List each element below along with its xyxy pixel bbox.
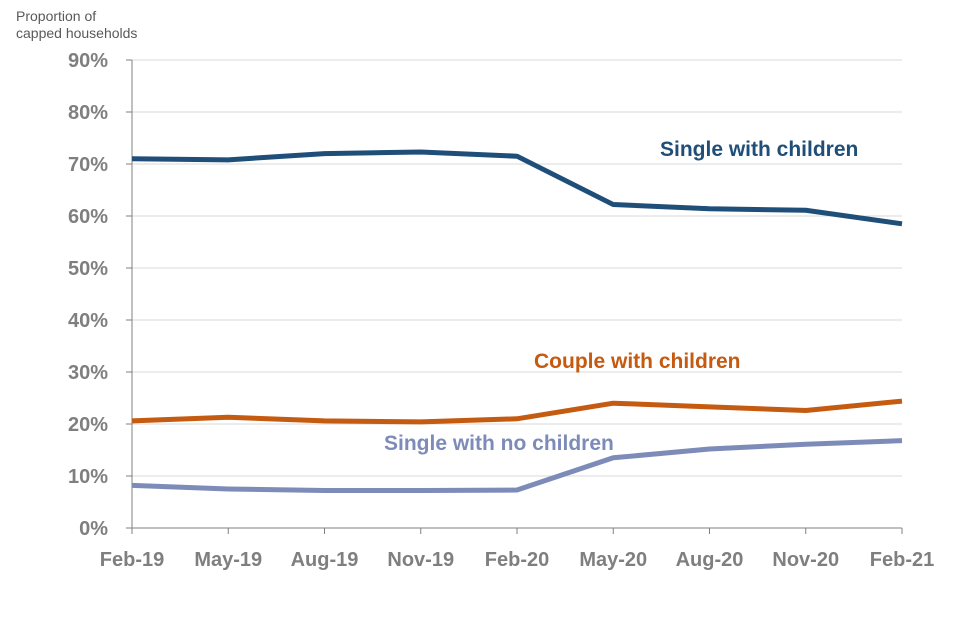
x-tick-label: Feb-21 [870,549,934,571]
y-tick-label: 30% [68,362,108,384]
axes [126,59,903,534]
y-tick-label: 80% [68,102,108,124]
y-tick-label: 40% [68,310,108,332]
x-tick-label: Nov-20 [772,549,839,571]
y-tick-label: 50% [68,258,108,280]
y-axis-title-line-1: Proportion of [16,8,96,24]
x-tick-label: May-20 [579,549,647,571]
x-tick-label: Nov-19 [387,549,454,571]
series-lines [131,149,903,494]
gridlines [132,59,902,477]
x-tick-label: Feb-20 [485,549,549,571]
y-tick-label: 70% [68,154,108,176]
x-tick-label: Aug-19 [291,549,359,571]
series-labels: Single with children Couple with childre… [384,138,858,455]
x-tick-labels: Feb-19 May-19 Aug-19 Nov-19 Feb-20 May-20 Aug-… [100,549,934,571]
y-tick-label: 20% [68,414,108,436]
y-axis-title: Proportion of capped households [16,8,137,41]
series-label-single-with-no-children: Single with no children [384,432,614,455]
y-tick-label: 90% [68,50,108,72]
x-tick-label: May-19 [194,549,262,571]
series-line-single-with-children [131,149,903,227]
y-tick-label: 0% [79,518,108,540]
x-tick-label: Aug-20 [676,549,744,571]
series-label-single-with-children: Single with children [660,138,858,161]
y-tick-label: 60% [68,206,108,228]
x-tick-label: Feb-19 [100,549,164,571]
series-label-couple-with-children: Couple with children [534,350,741,373]
y-tick-label: 10% [68,466,108,488]
y-tick-labels: 0% 10% 20% 30% 40% 50% 60% 70% 80% 90% [68,50,108,540]
y-axis-title-line-2: capped households [16,25,137,41]
